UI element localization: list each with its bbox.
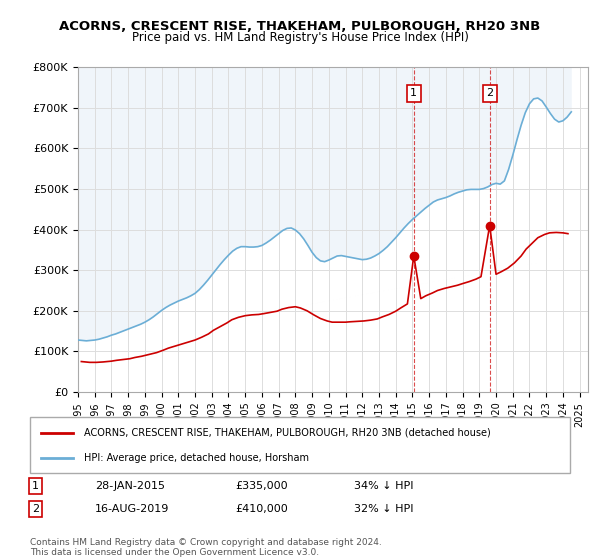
Text: 16-AUG-2019: 16-AUG-2019 xyxy=(95,504,169,514)
Text: 1: 1 xyxy=(410,88,417,98)
Text: ACORNS, CRESCENT RISE, THAKEHAM, PULBOROUGH, RH20 3NB (detached house): ACORNS, CRESCENT RISE, THAKEHAM, PULBORO… xyxy=(84,428,491,438)
Text: HPI: Average price, detached house, Horsham: HPI: Average price, detached house, Hors… xyxy=(84,452,309,463)
FancyBboxPatch shape xyxy=(30,417,570,473)
Text: £410,000: £410,000 xyxy=(235,504,288,514)
Text: 1: 1 xyxy=(32,481,39,491)
Text: 34% ↓ HPI: 34% ↓ HPI xyxy=(354,481,413,491)
Text: Contains HM Land Registry data © Crown copyright and database right 2024.
This d: Contains HM Land Registry data © Crown c… xyxy=(30,538,382,557)
Text: 2: 2 xyxy=(486,88,493,98)
Text: 28-JAN-2015: 28-JAN-2015 xyxy=(95,481,165,491)
Text: £335,000: £335,000 xyxy=(235,481,288,491)
Text: 32% ↓ HPI: 32% ↓ HPI xyxy=(354,504,413,514)
Text: ACORNS, CRESCENT RISE, THAKEHAM, PULBOROUGH, RH20 3NB: ACORNS, CRESCENT RISE, THAKEHAM, PULBORO… xyxy=(59,20,541,32)
Text: Price paid vs. HM Land Registry's House Price Index (HPI): Price paid vs. HM Land Registry's House … xyxy=(131,31,469,44)
Text: 2: 2 xyxy=(32,504,39,514)
